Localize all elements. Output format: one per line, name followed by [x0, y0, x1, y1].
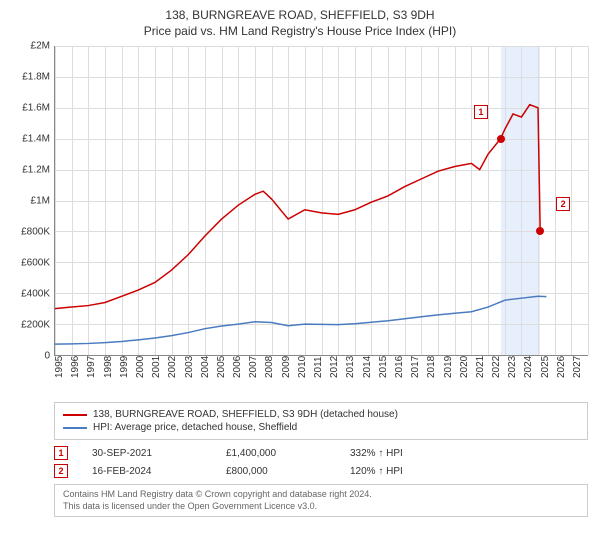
- x-tick-label: 2001: [151, 356, 167, 396]
- marker-badge: 1: [54, 446, 68, 460]
- x-tick-label: 2009: [281, 356, 297, 396]
- x-tick-label: 2008: [264, 356, 280, 396]
- marker-row: 2 16-FEB-2024 £800,000 120% ↑ HPI: [54, 464, 588, 478]
- x-tick-label: 2021: [475, 356, 491, 396]
- y-tick-label: £1M: [31, 196, 50, 207]
- chart-container: 138, BURNGREAVE ROAD, SHEFFIELD, S3 9DH …: [0, 0, 600, 560]
- y-axis: 0£200K£400K£600K£800K£1M£1.2M£1.4M£1.6M£…: [12, 46, 54, 356]
- gridline-v: [588, 46, 589, 355]
- footer-line: Contains HM Land Registry data © Crown c…: [63, 489, 579, 501]
- x-tick-label: 2007: [248, 356, 264, 396]
- legend-label: 138, BURNGREAVE ROAD, SHEFFIELD, S3 9DH …: [93, 409, 398, 420]
- marker-price: £1,400,000: [226, 448, 326, 459]
- marker-delta: 332% ↑ HPI: [350, 448, 403, 459]
- x-tick-label: 2000: [135, 356, 151, 396]
- x-tick-label: 2005: [216, 356, 232, 396]
- x-tick-label: 2002: [167, 356, 183, 396]
- series-hpi: [55, 296, 546, 344]
- x-tick-label: 1996: [70, 356, 86, 396]
- marker-price: £800,000: [226, 466, 326, 477]
- x-tick-label: 2015: [378, 356, 394, 396]
- x-tick-label: 2006: [232, 356, 248, 396]
- marker-date: 16-FEB-2024: [92, 466, 202, 477]
- y-tick-label: £800K: [21, 227, 50, 238]
- x-tick-label: 2010: [297, 356, 313, 396]
- plot-area: 12: [54, 46, 588, 356]
- legend-item: 138, BURNGREAVE ROAD, SHEFFIELD, S3 9DH …: [63, 409, 579, 420]
- x-tick-label: 2025: [540, 356, 556, 396]
- x-tick-label: 2023: [507, 356, 523, 396]
- x-tick-label: 2018: [426, 356, 442, 396]
- legend-item: HPI: Average price, detached house, Shef…: [63, 422, 579, 433]
- footer-line: This data is licensed under the Open Gov…: [63, 501, 579, 513]
- x-tick-label: 2027: [572, 356, 588, 396]
- y-tick-label: £400K: [21, 289, 50, 300]
- x-tick-label: 2024: [523, 356, 539, 396]
- series-svg: [55, 46, 588, 355]
- y-tick-label: £600K: [21, 258, 50, 269]
- legend-swatch: [63, 427, 87, 429]
- marker-callout: 2: [556, 197, 570, 211]
- series-price_paid: [55, 105, 540, 309]
- marker-callout: 1: [474, 105, 488, 119]
- x-tick-label: 2004: [200, 356, 216, 396]
- marker-delta: 120% ↑ HPI: [350, 466, 403, 477]
- price-dot: [536, 227, 544, 235]
- footer: Contains HM Land Registry data © Crown c…: [54, 484, 588, 517]
- legend-label: HPI: Average price, detached house, Shef…: [93, 422, 297, 433]
- y-tick-label: £1.6M: [22, 103, 50, 114]
- x-tick-label: 2003: [184, 356, 200, 396]
- marker-date: 30-SEP-2021: [92, 448, 202, 459]
- chart-subtitle: Price paid vs. HM Land Registry's House …: [12, 24, 588, 38]
- y-tick-label: £2M: [31, 41, 50, 52]
- x-tick-label: 2019: [443, 356, 459, 396]
- chart-title: 138, BURNGREAVE ROAD, SHEFFIELD, S3 9DH: [12, 8, 588, 22]
- x-tick-label: 2011: [313, 356, 329, 396]
- x-tick-label: 2013: [345, 356, 361, 396]
- x-tick-label: 2017: [410, 356, 426, 396]
- marker-row: 1 30-SEP-2021 £1,400,000 332% ↑ HPI: [54, 446, 588, 460]
- x-tick-label: 2020: [459, 356, 475, 396]
- legend: 138, BURNGREAVE ROAD, SHEFFIELD, S3 9DH …: [54, 402, 588, 440]
- x-tick-label: 1995: [54, 356, 70, 396]
- y-tick-label: £1.8M: [22, 72, 50, 83]
- x-tick-label: 1997: [86, 356, 102, 396]
- x-tick-label: 1999: [119, 356, 135, 396]
- markers-table: 1 30-SEP-2021 £1,400,000 332% ↑ HPI 2 16-FEB-…: [54, 446, 588, 478]
- y-tick-label: £1.2M: [22, 165, 50, 176]
- plot-row: 0£200K£400K£600K£800K£1M£1.2M£1.4M£1.6M£…: [12, 46, 588, 356]
- x-tick-label: 2022: [491, 356, 507, 396]
- x-axis: 1995199619971998199920002001200220032004…: [54, 356, 588, 396]
- x-tick-label: 2016: [394, 356, 410, 396]
- x-tick-label: 2012: [329, 356, 345, 396]
- price-dot: [497, 135, 505, 143]
- y-tick-label: 0: [44, 351, 50, 362]
- legend-swatch: [63, 414, 87, 416]
- x-tick-label: 1998: [103, 356, 119, 396]
- y-tick-label: £1.4M: [22, 134, 50, 145]
- y-tick-label: £200K: [21, 320, 50, 331]
- x-tick-label: 2026: [556, 356, 572, 396]
- x-tick-label: 2014: [362, 356, 378, 396]
- marker-badge: 2: [54, 464, 68, 478]
